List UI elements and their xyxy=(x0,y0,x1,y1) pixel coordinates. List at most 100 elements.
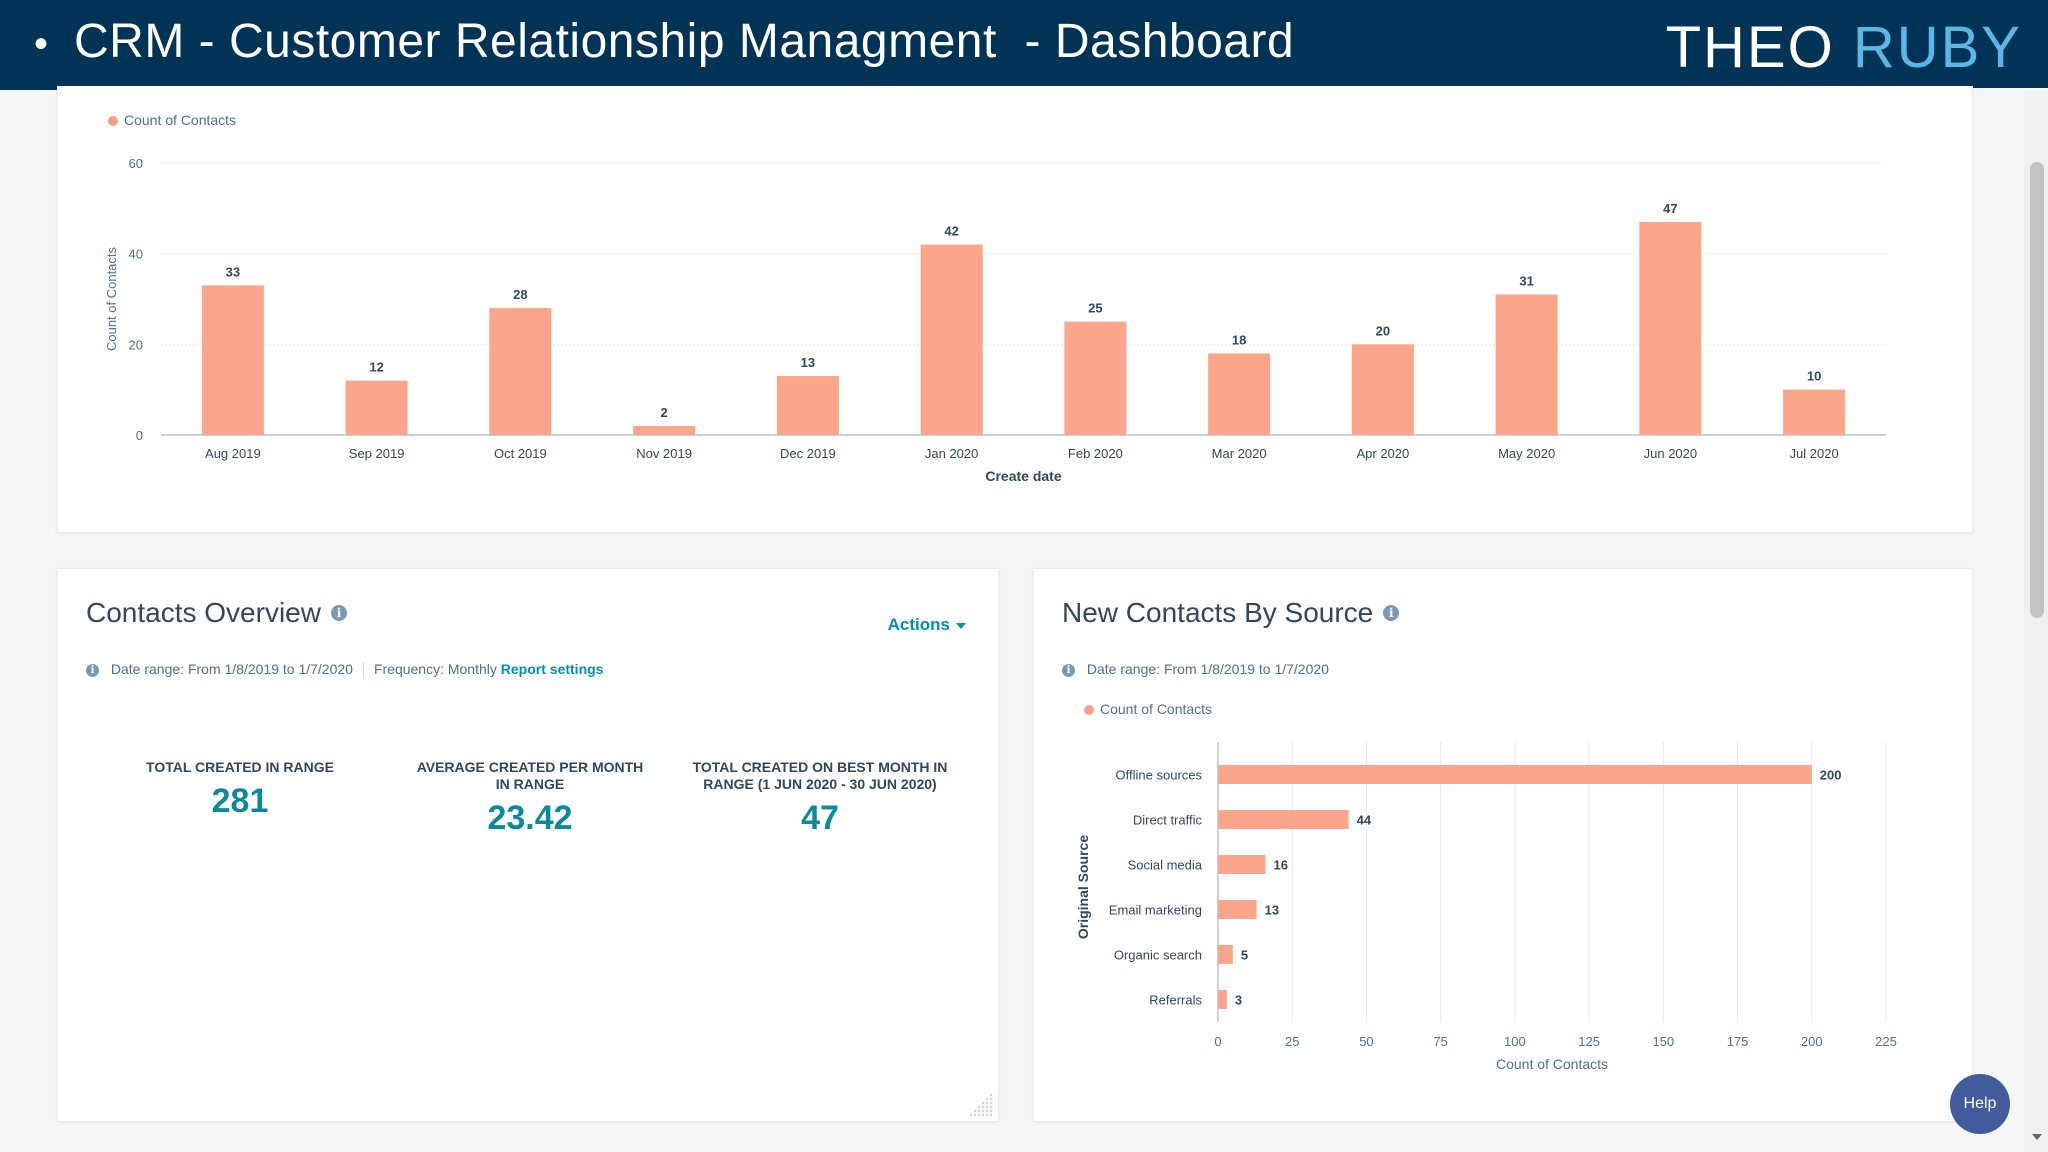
scroll-down-icon[interactable] xyxy=(2032,1134,2042,1140)
info-icon: i xyxy=(86,663,99,677)
y-tick-label: Email marketing xyxy=(1109,903,1202,918)
x-tick-label: Mar 2020 xyxy=(1212,446,1267,461)
kpi-best-month: TOTAL CREATED ON BEST MONTH IN RANGE (1 … xyxy=(680,759,960,838)
data-label: 44 xyxy=(1357,813,1372,828)
scrollbar-thumb[interactable] xyxy=(2030,162,2044,618)
date-range-text: Date range: From 1/8/2019 to 1/7/2020 xyxy=(1086,661,1329,677)
bar[interactable] xyxy=(1218,765,1812,784)
x-tick-label: 0 xyxy=(1214,1034,1221,1049)
x-tick-label: 150 xyxy=(1652,1034,1674,1049)
bar[interactable] xyxy=(201,285,264,435)
y-tick-label: 40 xyxy=(129,247,143,262)
data-label: 3 xyxy=(1235,993,1242,1008)
bar[interactable] xyxy=(1218,810,1349,829)
report-settings-link[interactable]: Report settings xyxy=(500,661,604,677)
data-label: 12 xyxy=(369,360,383,375)
brand-logo: THEO RUBY xyxy=(1666,14,2022,81)
bar[interactable] xyxy=(345,380,408,435)
x-tick-label: 75 xyxy=(1433,1034,1447,1049)
kpi-value: 23.42 xyxy=(487,799,573,837)
x-tick-label: 50 xyxy=(1359,1034,1373,1049)
source-bar-chart: 0 25 50 75 100 125 150 175 200 225 200 Offline sour… xyxy=(1075,742,1897,1072)
kpi-label: TOTAL CREATED ON BEST MONTH IN RANGE (1 … xyxy=(692,759,948,792)
y-tick-label: 0 xyxy=(136,428,143,443)
y-axis-title: Original Source xyxy=(1075,835,1091,939)
kpi-total-created: TOTAL CREATED IN RANGE 281 xyxy=(100,759,380,821)
actions-dropdown[interactable]: Actions xyxy=(888,615,966,635)
x-tick-label: 125 xyxy=(1578,1034,1600,1049)
bar[interactable] xyxy=(1218,900,1257,919)
y-tick-label: 20 xyxy=(129,337,143,352)
x-tick-label: Apr 2020 xyxy=(1356,446,1409,461)
data-label: 18 xyxy=(1232,332,1246,347)
kpi-value: 281 xyxy=(211,782,269,820)
kpi-label: AVERAGE CREATED PER MONTH IN RANGE xyxy=(416,759,644,792)
source-chart-legend[interactable]: Count of Contacts xyxy=(1084,701,1212,717)
bar[interactable] xyxy=(1351,344,1414,435)
bar[interactable] xyxy=(920,244,983,435)
bar[interactable] xyxy=(1639,221,1702,435)
data-label: 33 xyxy=(226,264,240,279)
page-title: CRM - Customer Relationship Managment - … xyxy=(74,15,1295,68)
data-label: 31 xyxy=(1519,273,1533,288)
contacts-by-source-title: New Contacts By Source xyxy=(1062,597,1374,628)
brand-logo-part1: THEO xyxy=(1665,15,1835,80)
x-axis-title: Create date xyxy=(985,468,1061,484)
info-icon[interactable]: i xyxy=(330,604,347,621)
x-tick-label: Nov 2019 xyxy=(636,446,692,461)
contacts-by-source-header: New Contacts By Source i xyxy=(1062,597,1400,629)
info-icon[interactable]: i xyxy=(1383,604,1400,621)
bar[interactable] xyxy=(776,376,839,435)
bar[interactable] xyxy=(1064,321,1127,435)
divider xyxy=(362,662,364,679)
help-button[interactable]: Help xyxy=(1950,1074,2010,1134)
x-tick-label: Sep 2019 xyxy=(349,446,405,461)
x-tick-label: Aug 2019 xyxy=(205,446,261,461)
report-meta: i Date range: From 1/8/2019 to 1/7/2020 F… xyxy=(86,661,604,679)
contacts-bar-chart: 0 20 40 60 33 Aug 2019 12 Sep 2019 28 Oct 2019 2 No… xyxy=(104,156,1886,484)
x-tick-label: Oct 2019 xyxy=(494,446,547,461)
contacts-by-source-panel: New Contacts By Source i i Date range: Fr… xyxy=(1033,568,1973,1122)
data-label: 5 xyxy=(1241,948,1248,963)
y-tick-label: 60 xyxy=(129,156,143,171)
frequency-text: Frequency: Monthly xyxy=(373,661,497,677)
bar[interactable] xyxy=(1495,294,1558,435)
data-label: 25 xyxy=(1088,301,1102,316)
y-tick-label: Referrals xyxy=(1149,993,1202,1008)
bar[interactable] xyxy=(1218,945,1233,964)
legend-dot-icon xyxy=(108,116,118,127)
x-axis-title: Count of Contacts xyxy=(1496,1056,1608,1072)
bar[interactable] xyxy=(633,425,696,435)
contacts-overview-header: Contacts Overview i xyxy=(86,597,347,629)
kpi-label: TOTAL CREATED IN RANGE xyxy=(146,759,334,775)
resize-handle-icon[interactable] xyxy=(968,1091,994,1117)
header-banner: • CRM - Customer Relationship Managment … xyxy=(0,0,2048,88)
data-label: 28 xyxy=(513,287,527,302)
kpi-value: 47 xyxy=(801,799,839,837)
legend-label: Count of Contacts xyxy=(1100,701,1213,717)
y-tick-label: Organic search xyxy=(1114,948,1202,963)
data-label: 47 xyxy=(1663,201,1677,216)
y-axis-title: Count of Contacts xyxy=(104,246,119,351)
top-chart-legend[interactable]: Count of Contacts xyxy=(108,112,236,128)
x-tick-label: 225 xyxy=(1875,1034,1897,1049)
data-label: 200 xyxy=(1820,768,1842,783)
y-tick-label: Offline sources xyxy=(1116,768,1203,783)
y-tick-label: Social media xyxy=(1128,858,1203,873)
bullet-glyph: • xyxy=(34,22,49,66)
bar[interactable] xyxy=(1218,990,1227,1009)
x-tick-label: 200 xyxy=(1801,1034,1823,1049)
bar[interactable] xyxy=(1783,389,1846,435)
brand-logo-part2: RUBY xyxy=(1852,15,2022,80)
report-meta: i Date range: From 1/8/2019 to 1/7/2020 xyxy=(1062,661,1329,677)
info-icon: i xyxy=(1062,663,1075,677)
bar[interactable] xyxy=(1208,353,1271,435)
contacts-overview-title: Contacts Overview xyxy=(86,597,321,628)
data-label: 2 xyxy=(661,405,668,420)
kpi-average-per-month: AVERAGE CREATED PER MONTH IN RANGE 23.42 xyxy=(390,759,670,838)
data-label: 13 xyxy=(801,355,815,370)
bar[interactable] xyxy=(489,308,552,435)
x-tick-label: Jun 2020 xyxy=(1644,446,1698,461)
x-tick-label: 175 xyxy=(1727,1034,1749,1049)
bar[interactable] xyxy=(1218,855,1266,874)
